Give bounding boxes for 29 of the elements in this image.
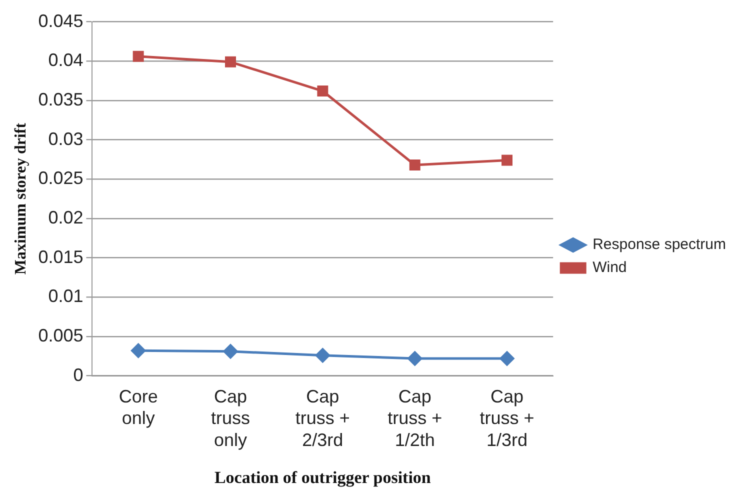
point <box>409 159 420 170</box>
point <box>500 351 514 366</box>
y-tick-label: 0.04 <box>48 50 84 70</box>
y-axis-title: Maximum storey drift <box>12 122 30 275</box>
legend-label: Response spectrum <box>592 236 726 254</box>
x-tick-label: Cap truss + 2/3rd <box>295 386 350 450</box>
point <box>317 86 328 97</box>
y-tick-label: 0.045 <box>38 10 84 31</box>
point <box>315 348 330 363</box>
point <box>223 344 238 359</box>
x-tick-label: Cap truss only <box>210 386 250 450</box>
x-tick-label: Core only <box>118 386 158 428</box>
point <box>408 351 422 366</box>
legend-label: Wind <box>592 259 627 276</box>
x-axis-title: Location of outrigger position <box>214 468 432 488</box>
y-tick-label: 0.02 <box>48 207 84 228</box>
point <box>132 50 144 62</box>
point <box>225 56 236 68</box>
y-tick-label: 0.01 <box>48 286 84 306</box>
y-tick-label: 0.005 <box>38 325 84 346</box>
x-tick-label: Cap truss + 1/2th <box>388 386 442 450</box>
y-tick-label: 0.03 <box>48 128 84 149</box>
x-tick-label: Cap truss + 1/3rd <box>480 386 534 450</box>
y-tick-label: 0 <box>73 364 84 385</box>
y-tick-label: 0.025 <box>38 168 84 188</box>
point <box>502 154 513 166</box>
y-tick-label: 0.035 <box>38 89 84 110</box>
point <box>131 343 146 358</box>
y-tick-label: 0.015 <box>38 246 84 267</box>
